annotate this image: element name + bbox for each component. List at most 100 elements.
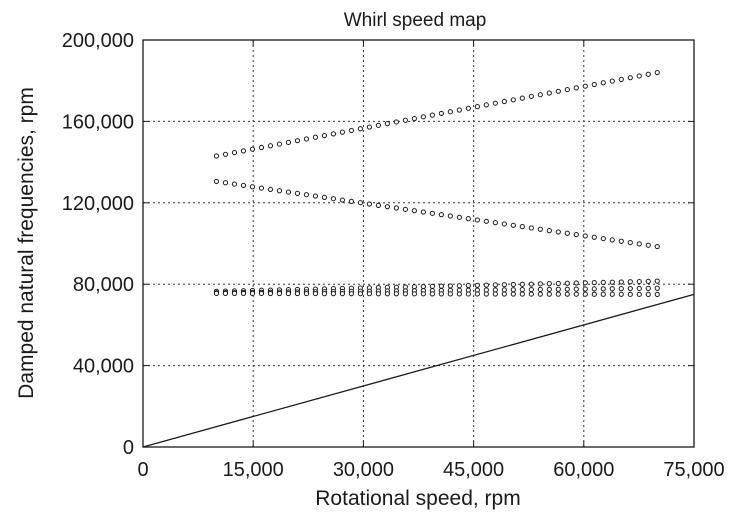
data-point (384, 291, 390, 297)
data-point (492, 291, 498, 297)
data-point (600, 80, 606, 86)
data-point (357, 126, 364, 132)
data-point (393, 119, 399, 125)
data-point (465, 216, 471, 222)
data-point (375, 202, 381, 208)
data-point (501, 287, 507, 293)
data-point (420, 291, 426, 297)
data-point (573, 291, 579, 297)
data-point (465, 291, 471, 297)
data-point (366, 201, 372, 207)
data-point (294, 138, 301, 144)
data-point (375, 122, 381, 128)
data-point (366, 291, 372, 297)
data-point (609, 78, 615, 84)
data-point (429, 210, 435, 216)
data-point (411, 115, 417, 122)
data-point (609, 237, 615, 243)
data-point (564, 230, 570, 236)
data-point (231, 181, 238, 187)
data-point (510, 281, 516, 288)
data-point (654, 243, 660, 250)
data-point (555, 280, 561, 287)
data-point (537, 226, 543, 232)
data-point (564, 280, 570, 286)
data-point (501, 282, 507, 288)
data-point (519, 224, 525, 230)
data-point (429, 283, 435, 289)
data-point (303, 290, 310, 297)
data-point (483, 102, 489, 108)
data-series (142, 69, 695, 448)
data-point (393, 291, 399, 297)
data-point (456, 283, 462, 289)
data-point (447, 213, 453, 219)
data-point (618, 291, 624, 297)
data-point (276, 141, 283, 147)
data-point (609, 291, 615, 297)
data-point (510, 222, 516, 228)
data-point (582, 291, 588, 297)
data-point (348, 127, 355, 134)
data-point (510, 291, 516, 297)
data-point (555, 88, 561, 94)
data-point (519, 291, 525, 297)
data-point (591, 291, 597, 297)
data-point (636, 241, 642, 247)
data-point (600, 235, 606, 242)
data-point (447, 291, 453, 297)
data-point (249, 184, 256, 190)
data-point (375, 291, 381, 297)
data-point (492, 220, 498, 226)
data-point (285, 189, 292, 195)
data-point (528, 291, 534, 297)
data-point (348, 291, 355, 297)
data-point (582, 83, 588, 89)
data-point (636, 278, 642, 285)
x-axis-label: Rotational speed, rpm (315, 487, 520, 510)
data-point (222, 290, 229, 296)
data-point (582, 280, 588, 286)
data-point (474, 104, 480, 110)
data-point (321, 194, 328, 200)
data-point (258, 185, 265, 191)
data-point (591, 286, 597, 292)
data-point (357, 291, 364, 297)
data-point (528, 286, 534, 293)
data-point (645, 71, 651, 77)
data-point (591, 81, 597, 88)
data-point (438, 291, 444, 297)
y-tick-label: 80,000 (73, 274, 134, 296)
data-point (636, 73, 642, 79)
data-point (312, 134, 319, 140)
data-point (537, 286, 543, 293)
data-point (654, 69, 660, 76)
data-point (294, 190, 301, 196)
marker-series-1 (213, 69, 660, 159)
data-point (627, 75, 633, 81)
data-point (600, 286, 606, 292)
data-point (582, 286, 588, 292)
data-point (348, 198, 355, 204)
data-point (492, 287, 498, 293)
data-point (339, 197, 346, 203)
data-point (618, 279, 624, 285)
x-tick-label: 0 (137, 459, 148, 481)
data-point (483, 282, 489, 288)
data-point (645, 291, 651, 297)
data-point (411, 291, 417, 297)
data-point (267, 290, 274, 297)
data-point (537, 291, 543, 297)
data-point (267, 186, 274, 193)
data-point (555, 291, 561, 297)
data-point (474, 291, 480, 297)
data-point (357, 200, 364, 206)
data-point (483, 291, 489, 297)
data-point (555, 286, 561, 292)
data-point (564, 86, 570, 93)
data-point (600, 279, 606, 285)
data-point (258, 290, 265, 297)
data-point (627, 279, 633, 285)
y-tick-label: 120,000 (62, 193, 134, 215)
data-point (645, 278, 651, 284)
